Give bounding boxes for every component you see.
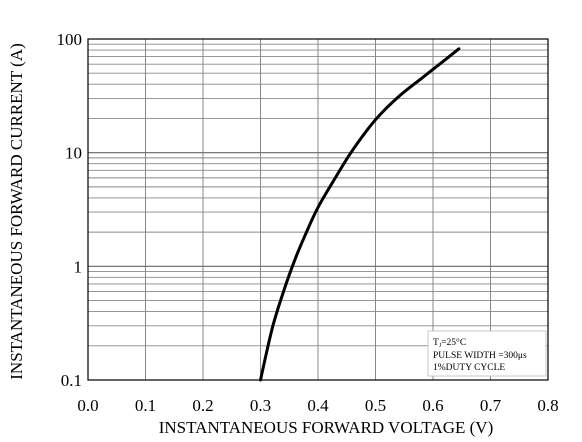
annotation-temperature: TJ=25°C [433,337,466,349]
x-tick-label: 0.6 [422,396,443,415]
annotation-duty-cycle: 1%DUTY CYCLE [433,363,505,373]
y-tick-label: 0.1 [61,371,82,390]
y-tick-label: 1 [74,257,83,276]
x-axis-title: INSTANTANEOUS FORWARD VOLTAGE (V) [159,418,494,437]
y-tick-label: 100 [57,30,83,49]
annotation-box [427,330,547,377]
x-tick-labels: 0.0 0.1 0.2 0.3 0.4 0.5 0.6 0.7 0.8 [77,396,558,415]
x-tick-label: 0.4 [307,396,329,415]
x-tick-label: 0.8 [537,396,558,415]
grid-lines [88,39,548,380]
x-tick-label: 0.7 [480,396,502,415]
y-axis-title: INSTANTANEOUS FORWARD CURRENT (A) [7,43,26,380]
plot-frame [87,38,549,381]
y-tick-label: 10 [65,144,82,163]
x-tick-label: 0.5 [365,396,386,415]
x-tick-label: 0.0 [77,396,98,415]
x-tick-label: 0.1 [135,396,156,415]
forward-current-curve [259,47,461,382]
annotation-pulse-width: PULSE WIDTH =300μs [433,351,527,361]
x-tick-label: 0.2 [192,396,213,415]
y-tick-labels: 0.1 1 10 100 [57,30,83,390]
x-tick-label: 0.3 [250,396,271,415]
